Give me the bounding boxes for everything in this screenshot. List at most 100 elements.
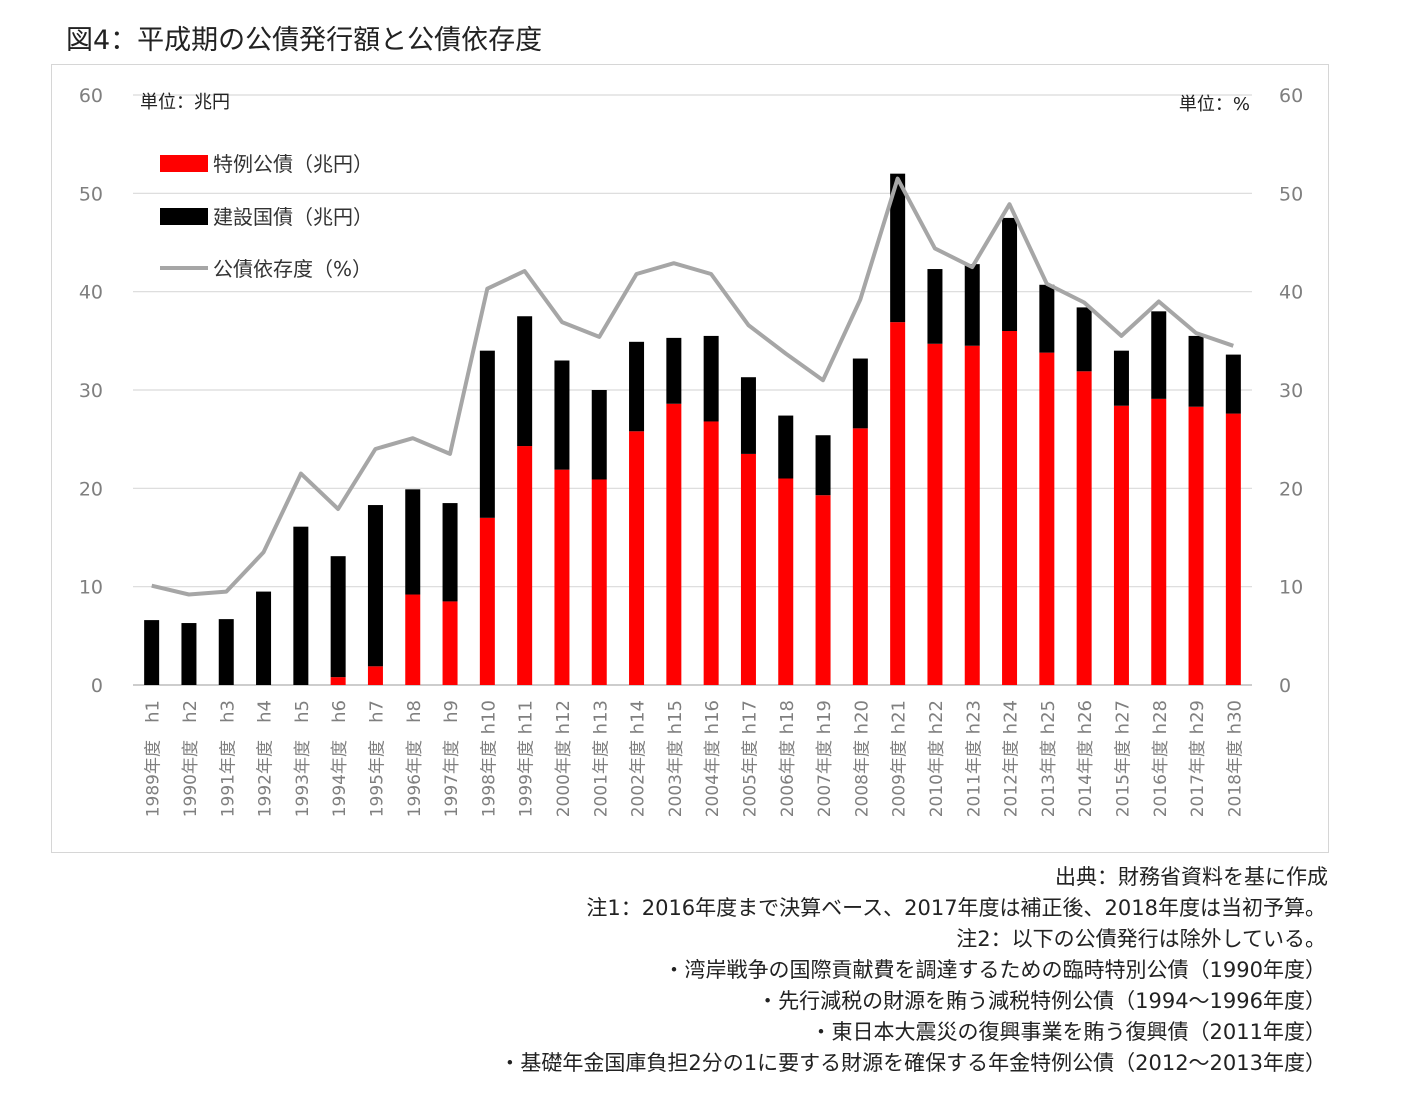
bar-special-bonds (778, 478, 794, 685)
bar-construction-bonds (1076, 307, 1092, 372)
x-tick-sublabel: 2006年度 (778, 740, 798, 817)
bar-special-bonds (1225, 413, 1241, 685)
bar-construction-bonds (890, 173, 906, 323)
bar-construction-bonds (591, 390, 607, 480)
note-2: 注2：以下の公債発行は除外している。 (956, 927, 1326, 951)
y2-tick-label: 50 (1279, 183, 1303, 205)
bar-special-bonds (740, 453, 756, 685)
chart-plot: 0 10 20 30 40 50 60 0 10 20 30 40 50 60 単位：兆円 単位：% h1 198… (79, 85, 1303, 817)
bar-special-bonds (1039, 352, 1055, 685)
x-tick-sublabel: 1993年度 (293, 740, 313, 817)
x-tick-sublabel: 2005年度 (740, 740, 760, 817)
y-tick-label: 50 (79, 183, 103, 205)
x-tick-label: h14 (628, 700, 649, 734)
bar-special-bonds (703, 421, 719, 685)
x-tick-label: h12 (553, 700, 574, 734)
notes-block: 出典：財務省資料を基に作成 注1：2016年度まで決算ベース、2017年度は補正… (499, 862, 1328, 1079)
x-tick-sublabel: 2000年度 (554, 740, 574, 817)
x-tick-label: h27 (1112, 700, 1133, 734)
note-2-item: ・基礎年金国庫負担2分の1に要する財源を確保する年金特例公債（2012～2013… (499, 1051, 1326, 1075)
x-tick-label: h24 (1001, 700, 1022, 734)
legend-label-dependency: 公債依存度（%） (213, 257, 372, 281)
bar-construction-bonds (629, 341, 645, 432)
x-tick-sublabel: 2002年度 (629, 740, 649, 817)
x-tick-sublabel: 2010年度 (927, 740, 947, 817)
x-tick-sublabel: 1991年度 (218, 740, 238, 817)
x-tick-label: h11 (516, 700, 537, 734)
bar-construction-bonds (1225, 354, 1241, 414)
x-tick-label: h22 (926, 700, 947, 734)
bar-construction-bonds (666, 337, 682, 404)
x-tick-sublabel: 1996年度 (405, 740, 425, 817)
bar-special-bonds (554, 469, 570, 685)
bar-construction-bonds (1188, 335, 1204, 407)
bar-construction-bonds (1151, 311, 1167, 399)
bar-special-bonds (442, 601, 458, 685)
bar-construction-bonds (517, 316, 533, 447)
bar-construction-bonds (703, 335, 719, 422)
x-tick-label: h10 (478, 700, 499, 734)
bar-construction-bonds (778, 415, 794, 479)
y-tick-label: 10 (79, 577, 103, 599)
bar-construction-bonds (367, 505, 383, 667)
x-tick-sublabel: 2017年度 (1188, 740, 1208, 817)
x-tick-sublabel: 2014年度 (1076, 740, 1096, 817)
y-tick-label: 30 (79, 380, 103, 402)
bar-construction-bonds (218, 619, 234, 685)
bar-construction-bonds (256, 591, 272, 685)
bar-construction-bonds (815, 435, 831, 496)
bar-construction-bonds (293, 526, 309, 685)
figure-title: 図4：平成期の公債発行額と公債依存度 (66, 25, 543, 56)
legend-swatch-construction (160, 208, 208, 225)
bar-special-bonds (405, 594, 421, 685)
x-tick-sublabel: 2008年度 (852, 740, 872, 817)
x-tick-label: h3 (217, 700, 238, 723)
y-tick-label: 0 (91, 675, 103, 697)
x-tick-sublabel: 1994年度 (330, 740, 350, 817)
x-tick-sublabel: 2007年度 (815, 740, 835, 817)
x-tick-label: h13 (590, 700, 611, 734)
x-tick-label: h2 (180, 700, 201, 723)
x-tick-label: h4 (255, 700, 276, 723)
x-tick-label: h29 (1187, 700, 1208, 734)
bar-special-bonds (666, 403, 682, 685)
x-tick-label: h15 (665, 700, 686, 734)
y-unit-label: 単位：兆円 (140, 92, 230, 113)
bar-construction-bonds (479, 350, 495, 518)
x-tick-sublabel: 1999年度 (517, 740, 537, 817)
bar-special-bonds (964, 345, 980, 685)
x-tick-sublabel: 1989年度 (144, 740, 164, 817)
x-tick-label: h5 (292, 700, 313, 723)
y-tick-label: 20 (79, 478, 103, 500)
bar-special-bonds (1151, 398, 1167, 685)
x-tick-sublabel: 1995年度 (367, 740, 387, 817)
x-tick-sublabel: 2015年度 (1113, 740, 1133, 817)
y2-tick-label: 20 (1279, 478, 1303, 500)
bar-special-bonds (1076, 371, 1092, 685)
x-tick-sublabel: 2016年度 (1151, 740, 1171, 817)
x-tick-sublabel: 1998年度 (479, 740, 499, 817)
bar-special-bonds (1188, 406, 1204, 685)
bar-construction-bonds (1039, 284, 1055, 353)
bar-special-bonds (815, 495, 831, 685)
legend-label-special: 特例公債（兆円） (213, 152, 373, 176)
bar-construction-bonds (964, 264, 980, 346)
x-tick-sublabel: 1990年度 (181, 740, 201, 817)
bar-construction-bonds (1002, 217, 1018, 331)
x-tick-sublabel: 1992年度 (256, 740, 276, 817)
legend-label-construction: 建設国債（兆円） (213, 205, 373, 229)
x-tick-sublabel: 2011年度 (964, 740, 984, 817)
bar-construction-bonds (554, 360, 570, 470)
y2-tick-label: 10 (1279, 577, 1303, 599)
bar-construction-bonds (330, 556, 346, 678)
x-tick-label: h9 (441, 700, 462, 723)
bar-construction-bonds (740, 377, 756, 454)
note-2-item: ・湾岸戦争の国際貢献費を調達するための臨時特別公債（1990年度） (663, 958, 1326, 982)
bar-special-bonds (330, 677, 346, 685)
x-tick-label: h16 (702, 700, 723, 734)
bar-construction-bonds (927, 269, 943, 344)
x-tick-sublabel: 2004年度 (703, 740, 723, 817)
y2-tick-label: 40 (1279, 282, 1303, 304)
legend-swatch-special (160, 155, 208, 172)
x-tick-label: h21 (889, 700, 910, 734)
